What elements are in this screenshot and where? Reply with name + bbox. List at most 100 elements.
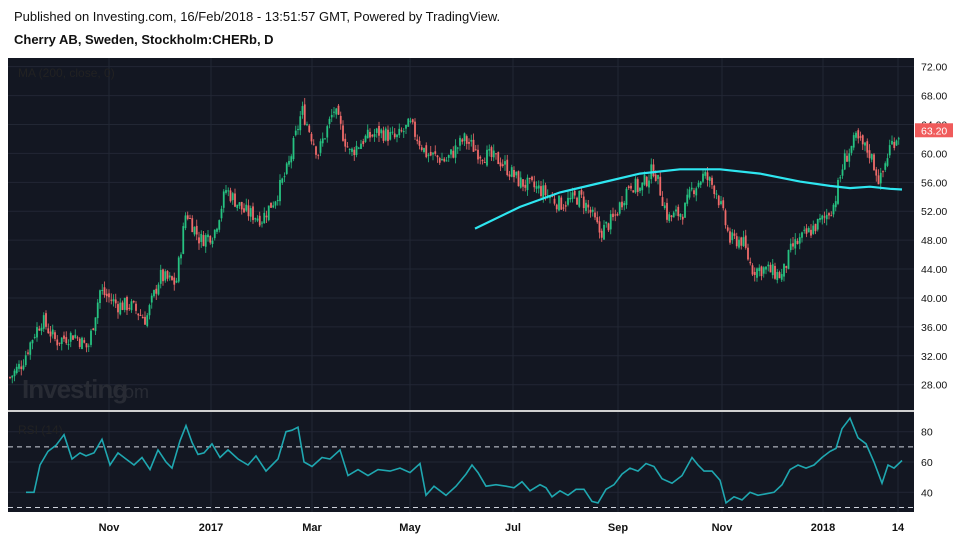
candle-body — [555, 204, 558, 210]
candle-body — [288, 160, 290, 165]
candle-body — [670, 215, 673, 218]
candle-body — [130, 301, 133, 311]
price-y-axis: 72.0068.0064.0060.0056.0052.0048.0044.00… — [921, 62, 947, 392]
candle-body — [715, 193, 718, 195]
candle-body — [459, 137, 461, 146]
candle-body — [625, 188, 628, 206]
candle-body — [895, 140, 898, 146]
candle-body — [335, 108, 338, 115]
candle-body — [798, 237, 801, 244]
price-tick-label: 52.00 — [921, 206, 947, 218]
candle-body — [879, 172, 882, 184]
candle-body — [148, 305, 151, 316]
candle-body — [33, 336, 36, 338]
candle-body — [333, 111, 335, 113]
candle-body — [470, 139, 473, 142]
candle-body — [236, 204, 239, 208]
candle-body — [355, 145, 358, 155]
candle-body — [195, 225, 198, 235]
candle-body — [668, 214, 671, 221]
rsi-bands — [8, 446, 914, 508]
candle-body — [801, 232, 803, 238]
candle-body — [852, 135, 855, 148]
candle-body — [45, 313, 47, 327]
candle-body — [324, 138, 326, 140]
candle-body — [105, 293, 108, 297]
price-tick-label: 44.00 — [921, 264, 947, 276]
candle-body — [380, 129, 383, 134]
candle-body — [60, 337, 63, 344]
candle-body — [330, 114, 333, 118]
candle-body — [513, 170, 515, 178]
candle-body — [38, 328, 41, 331]
candle-body — [186, 215, 189, 219]
candle-body — [135, 303, 137, 311]
rsi-tick-label: 40 — [921, 487, 933, 499]
candle-body — [274, 201, 277, 206]
candle-body — [553, 198, 556, 204]
candle-body — [501, 164, 504, 167]
candle-body — [119, 302, 122, 315]
candle-body — [744, 235, 747, 248]
candle-body — [803, 229, 806, 231]
price-panel[interactable] — [8, 58, 914, 410]
candle-body — [747, 247, 749, 260]
candle-body — [416, 139, 419, 142]
candle-body — [468, 142, 470, 144]
candle-body — [423, 147, 425, 153]
rsi-tick-label: 80 — [921, 427, 933, 439]
candle-body — [848, 153, 851, 162]
candle-body — [474, 149, 477, 151]
candle-body — [402, 131, 405, 133]
candle-body — [677, 206, 680, 217]
candle-body — [101, 289, 104, 291]
candle-body — [580, 190, 583, 195]
candle-body — [805, 228, 808, 234]
candle-body — [760, 266, 763, 277]
candle-body — [461, 139, 464, 142]
candle-body — [893, 141, 896, 148]
candle-body — [481, 160, 484, 162]
candle-body — [897, 138, 900, 140]
candle-body — [720, 201, 722, 205]
candle-body — [72, 335, 74, 340]
candle-body — [753, 272, 756, 276]
candle-body — [616, 213, 619, 216]
candle-body — [418, 140, 421, 146]
candle-body — [405, 124, 407, 129]
candle-body — [434, 151, 437, 154]
candle-body — [150, 295, 153, 303]
candle-body — [758, 267, 761, 272]
candle-body — [510, 167, 513, 177]
candle-body — [157, 284, 160, 295]
price-tick-label: 40.00 — [921, 293, 947, 305]
candle-body — [594, 212, 596, 218]
candle-body — [110, 299, 113, 301]
candle-body — [724, 210, 727, 226]
candle-body — [258, 215, 261, 226]
candle-body — [238, 202, 241, 206]
candle-body — [409, 120, 412, 122]
candle-body — [537, 185, 540, 189]
candle-body — [292, 137, 295, 160]
candle-body — [704, 171, 707, 176]
candle-body — [830, 215, 833, 217]
candle-body — [364, 135, 367, 142]
candle-body — [117, 304, 119, 313]
rsi-line — [26, 416, 903, 505]
candle-body — [114, 299, 117, 304]
candle-body — [582, 196, 585, 209]
candle-body — [576, 197, 578, 205]
symbol-title: Cherry AB, Sweden, Stockholm:CHERb, D — [14, 32, 274, 47]
price-tick-label: 68.00 — [921, 91, 947, 103]
time-tick-label: Sep — [608, 522, 628, 534]
candle-body — [688, 189, 691, 198]
candle-body — [202, 235, 205, 246]
candle-body — [528, 177, 531, 179]
candle-body — [306, 124, 308, 126]
candle-body — [198, 237, 200, 244]
candle-body — [348, 149, 351, 151]
candle-body — [612, 213, 614, 218]
candle-body — [31, 340, 34, 344]
